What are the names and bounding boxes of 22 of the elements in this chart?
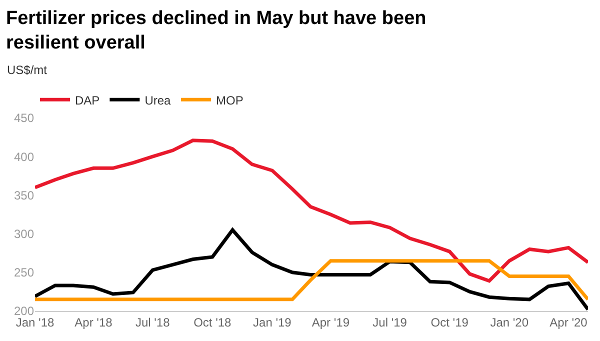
line-series xyxy=(35,138,588,283)
y-tick-label: 450 xyxy=(14,111,34,126)
y-axis-title: US$/mt xyxy=(7,63,48,77)
legend-label: MOP xyxy=(216,93,244,108)
legend-label: Urea xyxy=(144,93,172,108)
x-tick-label: Apr '19 xyxy=(312,315,350,330)
line-series xyxy=(35,228,588,311)
chart-title: Fertilizer prices declined in May but have been resilient overall xyxy=(6,8,426,54)
line-series xyxy=(35,259,588,302)
y-tick-label: 250 xyxy=(14,266,34,280)
x-tick-label: Oct '18 xyxy=(194,315,232,330)
y-tick-label: 350 xyxy=(14,188,34,202)
x-tick-label: Oct '19 xyxy=(430,315,469,330)
x-tick-label: Jan '20 xyxy=(490,315,529,330)
x-tick-label: Jan '19 xyxy=(253,315,292,330)
y-tick-label: 300 xyxy=(14,227,34,241)
x-tick-label: Jul '18 xyxy=(135,315,170,330)
x-tick-label: Jul '19 xyxy=(372,315,408,330)
legend-label: DAP xyxy=(75,93,100,108)
x-tick-label: Apr '20 xyxy=(550,315,588,330)
y-tick-label: 400 xyxy=(14,150,34,164)
x-tick-label: Apr '18 xyxy=(74,315,113,330)
